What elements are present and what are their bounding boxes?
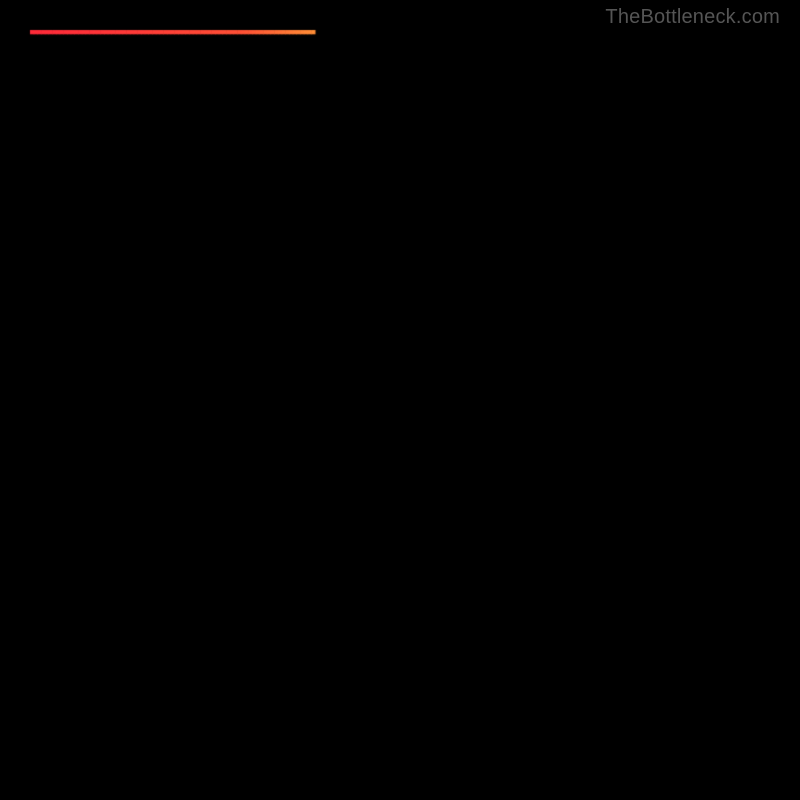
watermark-text: TheBottleneck.com bbox=[605, 6, 780, 29]
heatmap-canvas bbox=[0, 0, 800, 800]
chart-container: TheBottleneck.com bbox=[0, 0, 800, 800]
